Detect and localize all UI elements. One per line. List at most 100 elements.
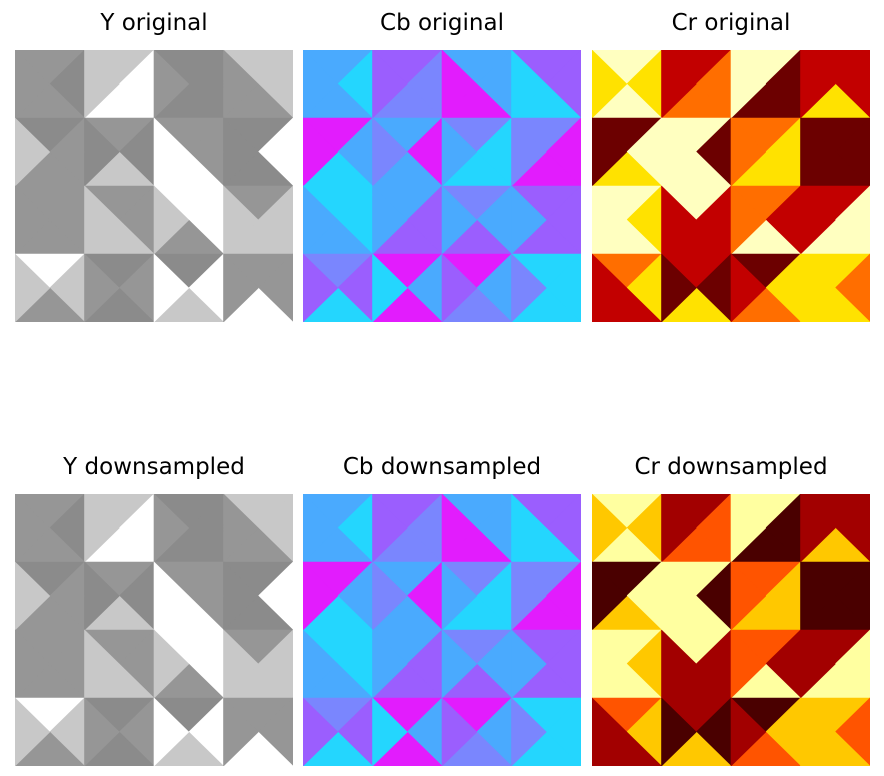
heatmap-cell-r0-c1-left — [661, 494, 697, 563]
heatmap-cell-r0-c0-left — [303, 50, 339, 119]
heatmap-cell-r3-c2-left — [441, 253, 478, 322]
heatmap-cell-r3-c0-left — [303, 697, 339, 766]
heatmap-cell-r1-c3-left — [511, 117, 547, 187]
heatmap-cell-r2-c3-left — [800, 629, 836, 699]
heatmap-cell-r0-c2-left — [730, 494, 767, 563]
panel-cr-original: Cr original — [592, 6, 870, 322]
panel-title: Y downsampled — [63, 454, 245, 480]
heatmap-cell-r0-c3-left — [511, 494, 547, 563]
heatmap-y-downsampled — [15, 494, 293, 766]
heatmap-cell-r2-c0-left — [303, 185, 339, 255]
heatmap-cell-r1-c0-left — [15, 117, 51, 187]
heatmap-cell-r0-c1-left — [84, 494, 120, 563]
heatmap-cell-r2-c2-left — [153, 629, 190, 699]
heatmap-cell-r3-c2-left — [441, 697, 478, 766]
heatmap-cell-r3-c2-left — [153, 253, 190, 322]
panel-title: Cb original — [380, 10, 504, 36]
heatmap-cell-r2-c0-left — [592, 185, 628, 255]
heatmap-cell-r0-c2-left — [730, 50, 767, 119]
heatmap-cell-r0-c0-left — [592, 494, 628, 563]
heatmap-cell-r0-c0-left — [303, 494, 339, 563]
heatmap-cell-r0-c1-left — [372, 50, 408, 119]
heatmap-cell-r1-c1-left — [661, 117, 697, 187]
panel-title: Cr original — [671, 10, 791, 36]
panel-cb-downsampled: Cb downsampled — [303, 450, 581, 766]
heatmap-cell-r0-c0-left — [15, 50, 51, 119]
heatmap-cell-r0-c0-left — [15, 494, 51, 563]
heatmap-cell-r2-c0-left — [15, 629, 51, 699]
heatmap-cell-r2-c2-left — [441, 629, 478, 699]
heatmap-cell-r1-c1-left — [84, 561, 120, 631]
heatmap-cell-r3-c1-left — [372, 697, 408, 766]
heatmap-cell-r1-c3-left — [511, 561, 547, 631]
heatmap-cell-r3-c0-left — [15, 697, 51, 766]
heatmap-cell-r2-c1-left — [84, 185, 120, 255]
heatmap-cell-r2-c0-left — [15, 185, 51, 255]
heatmap-cell-r0-c3-left — [511, 50, 547, 119]
heatmap-cell-r3-c0-left — [303, 253, 339, 322]
heatmap-cell-r0-c2-left — [153, 494, 190, 563]
heatmap-cell-r2-c3-left — [511, 185, 547, 255]
heatmap-cell-r1-c1-left — [661, 561, 697, 631]
heatmap-cell-r2-c2-left — [441, 185, 478, 255]
heatmap-cell-r2-c0-left — [303, 629, 339, 699]
heatmap-cell-r1-c0-left — [15, 561, 51, 631]
panel-y-original: Y original — [15, 6, 293, 322]
heatmap-cell-r2-c0-left — [592, 629, 628, 699]
heatmap-cell-r0-c3-left — [800, 50, 836, 119]
heatmap-cell-r0-c2-left — [441, 494, 478, 563]
panel-title: Y original — [100, 10, 208, 36]
heatmap-cell-r2-c1-left — [84, 629, 120, 699]
heatmap-cell-r0-c0-left — [592, 50, 628, 119]
heatmap-cell-r3-c2-left — [730, 253, 767, 322]
heatmap-cell-r2-c1-left — [661, 629, 697, 699]
heatmap-cell-r3-c2-left — [153, 697, 190, 766]
heatmap-cell-r2-c1-left — [372, 629, 408, 699]
heatmap-y-original — [15, 50, 293, 322]
heatmap-cell-r0-c3-left — [800, 494, 836, 563]
heatmap-cell-r3-c0-left — [15, 253, 51, 322]
heatmap-cell-r3-c0-left — [592, 697, 628, 766]
heatmap-cell-r2-c1-left — [372, 185, 408, 255]
heatmap-cell-r3-c0-left — [592, 253, 628, 322]
heatmap-cell-r3-c3-left — [223, 253, 259, 322]
panel-title: Cr downsampled — [634, 454, 828, 480]
heatmap-cell-r2-c2-left — [730, 185, 767, 255]
heatmap-cell-r2-c2-left — [153, 185, 190, 255]
heatmap-cell-r3-c1-left — [661, 697, 697, 766]
heatmap-cell-r1-c3-left — [223, 117, 259, 187]
heatmap-cell-r2-c3-left — [511, 629, 547, 699]
heatmap-cr-original — [592, 50, 870, 322]
heatmap-cell-r0-c1-left — [661, 50, 697, 119]
heatmap-cell-r1-c2-left — [153, 561, 190, 631]
heatmap-cell-r3-c1-left — [661, 253, 697, 322]
heatmap-cell-r3-c1-left — [84, 253, 120, 322]
heatmap-cell-r0-c2-left — [153, 50, 190, 119]
heatmap-cell-r1-c1-left — [84, 117, 120, 187]
heatmap-cell-r3-c3-left — [511, 697, 547, 766]
heatmap-cell-r3-c1-left — [372, 253, 408, 322]
heatmap-cell-r2-c3-left — [223, 185, 259, 255]
heatmap-cell-r1-c2-left — [441, 561, 478, 631]
heatmap-cell-r1-c0-left — [592, 117, 628, 187]
heatmap-cell-r1-c3-left — [800, 117, 836, 187]
heatmap-cell-r3-c3-left — [800, 253, 836, 322]
heatmap-cell-r2-c1-left — [661, 185, 697, 255]
heatmap-cell-r1-c2-left — [153, 117, 190, 187]
heatmap-cell-r1-c2-left — [730, 561, 767, 631]
heatmap-cell-r3-c1-left — [84, 697, 120, 766]
heatmap-cr-downsampled — [592, 494, 870, 766]
panel-cr-downsampled: Cr downsampled — [592, 450, 870, 766]
heatmap-cb-downsampled — [303, 494, 581, 766]
heatmap-cell-r0-c2-left — [441, 50, 478, 119]
heatmap-cell-r0-c3-left — [223, 494, 259, 563]
heatmap-cell-r3-c3-left — [223, 697, 259, 766]
heatmap-cell-r1-c3-left — [223, 561, 259, 631]
heatmap-cell-r1-c3-left — [800, 561, 836, 631]
heatmap-cell-r3-c2-left — [730, 697, 767, 766]
heatmap-cell-r3-c3-left — [511, 253, 547, 322]
heatmap-cell-r1-c0-left — [303, 117, 339, 187]
heatmap-cell-r1-c1-left — [372, 561, 408, 631]
heatmap-cell-r0-c1-left — [84, 50, 120, 119]
heatmap-cell-r1-c0-left — [303, 561, 339, 631]
